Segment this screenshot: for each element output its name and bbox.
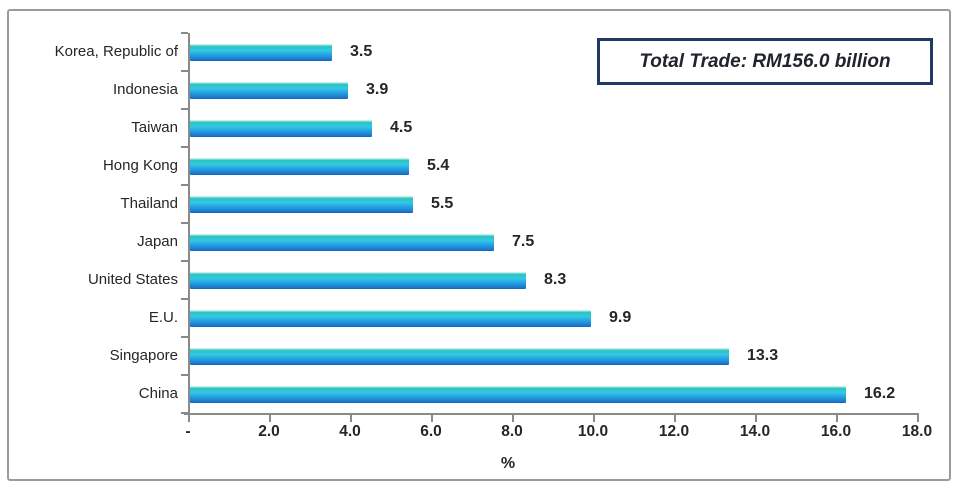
x-axis-tick-label: 12.0 (658, 423, 690, 440)
chart-border-frame (7, 9, 951, 481)
category-label: Singapore (109, 347, 178, 364)
x-axis-tick (512, 415, 514, 422)
bar-value-label: 8.3 (544, 271, 567, 288)
bar (190, 81, 348, 99)
bar-value-label: 9.9 (609, 309, 632, 326)
bar (190, 157, 409, 175)
x-axis-tick (755, 415, 757, 422)
bar (190, 233, 494, 251)
bar-value-label: 16.2 (864, 385, 896, 402)
y-axis-tick (181, 108, 188, 110)
y-axis-tick (181, 222, 188, 224)
x-axis-tick (188, 415, 190, 422)
category-label: Taiwan (131, 119, 178, 136)
bar-value-label: 7.5 (512, 233, 535, 250)
category-label: United States (87, 271, 178, 288)
y-axis-tick (181, 374, 188, 376)
x-axis-tick (350, 415, 352, 422)
x-axis-tick (431, 415, 433, 422)
y-axis-tick (181, 184, 188, 186)
category-label: Hong Kong (102, 157, 178, 174)
bar (190, 347, 729, 365)
bar-value-label: 3.5 (350, 43, 373, 60)
x-axis-tick (836, 415, 838, 422)
x-axis-tick-label: 6.0 (420, 423, 442, 440)
y-axis-tick (181, 260, 188, 262)
y-axis-tick (181, 32, 188, 34)
bar-value-label: 13.3 (747, 347, 779, 364)
x-axis-line (184, 413, 919, 415)
y-axis-tick (181, 146, 188, 148)
y-axis-tick (181, 298, 188, 300)
x-axis-tick-label: 4.0 (339, 423, 361, 440)
bar-value-label: 3.9 (366, 81, 389, 98)
total-trade-annotation-text: Total Trade: RM156.0 billion (639, 50, 891, 72)
category-label: Indonesia (112, 81, 178, 98)
bar-value-label: 4.5 (390, 119, 413, 136)
bar-value-label: 5.4 (427, 157, 450, 174)
bar (190, 385, 846, 403)
total-trade-annotation-box: Total Trade: RM156.0 billion (597, 38, 933, 85)
category-label: Japan (137, 233, 178, 250)
x-axis-tick-label: 14.0 (739, 423, 771, 440)
x-axis-tick-label: 18.0 (901, 423, 933, 440)
y-axis-tick (181, 412, 188, 414)
category-label: China (138, 385, 178, 402)
y-axis-line (188, 33, 190, 413)
y-axis-tick (181, 336, 188, 338)
category-label: E.U. (148, 309, 178, 326)
x-axis-tick-label: 8.0 (501, 423, 523, 440)
bar-value-label: 5.5 (431, 195, 454, 212)
x-axis-tick (269, 415, 271, 422)
bar (190, 119, 372, 137)
y-axis-tick (181, 70, 188, 72)
category-label: Korea, Republic of (54, 43, 178, 60)
bar (190, 309, 591, 327)
x-axis-tick (917, 415, 919, 422)
category-label: Thailand (120, 195, 178, 212)
x-axis-tick-label: 10.0 (577, 423, 609, 440)
x-axis-tick-label: 2.0 (258, 423, 280, 440)
x-axis-tick (674, 415, 676, 422)
x-axis-title: % (500, 455, 516, 472)
bar (190, 43, 332, 61)
x-axis-tick-label: - (185, 423, 191, 440)
bar (190, 195, 413, 213)
bar (190, 271, 526, 289)
x-axis-tick-label: 16.0 (820, 423, 852, 440)
x-axis-tick (593, 415, 595, 422)
